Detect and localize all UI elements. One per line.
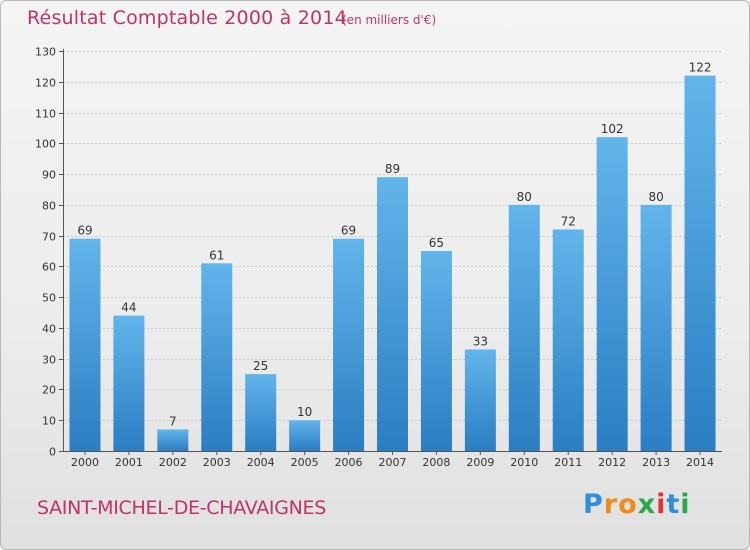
x-tick-label-2009: 2009	[466, 456, 494, 469]
y-tick-label: 10	[42, 415, 56, 428]
x-tick-label-2005: 2005	[291, 456, 319, 469]
y-tick-label: 70	[42, 231, 56, 244]
data-label-2003: 61	[209, 248, 224, 262]
logo-letter: P	[583, 489, 604, 520]
bars	[69, 75, 716, 451]
bar-2010	[508, 204, 540, 451]
x-tick-label-2008: 2008	[422, 456, 450, 469]
x-tick-label-2011: 2011	[554, 456, 582, 469]
axes: 0 10 20 30 40 50 60 70 80 90 100 110 120 130 2000 2001 2…	[35, 46, 722, 469]
y-tick-label: 40	[42, 323, 56, 336]
bar-2011	[552, 229, 584, 451]
bar-2012	[596, 137, 628, 451]
data-label-2007: 89	[385, 162, 400, 176]
data-label-2001: 44	[121, 301, 136, 315]
data-label-2002: 7	[169, 414, 177, 428]
bar-2005	[289, 420, 321, 451]
y-tick-label: 100	[35, 138, 56, 151]
x-tick-label-2004: 2004	[247, 456, 275, 469]
data-labels: 69 44 7 61 25 10 69 89 65 33 80 72 102 80 122	[77, 61, 711, 429]
bar-2008	[420, 251, 452, 451]
data-label-2011: 72	[561, 214, 576, 228]
x-tick-label-2012: 2012	[598, 456, 626, 469]
bar-2014	[684, 75, 716, 451]
data-label-2014: 122	[689, 61, 712, 75]
x-tick-label-2010: 2010	[510, 456, 538, 469]
logo-letter: x	[637, 489, 657, 520]
logo-letter: r	[603, 489, 619, 520]
bar-2000	[69, 238, 101, 451]
bar-2013	[640, 204, 672, 451]
bar-2007	[377, 177, 408, 451]
y-tick-label: 0	[49, 446, 56, 459]
y-tick-label: 130	[35, 46, 56, 59]
data-label-2013: 80	[648, 190, 663, 204]
y-tick-label: 120	[35, 77, 56, 90]
data-label-2008: 65	[429, 236, 444, 250]
y-tick-label: 50	[42, 292, 56, 305]
x-tick-label-2000: 2000	[71, 456, 99, 469]
y-tick-label: 80	[42, 200, 56, 213]
bar-2009	[464, 349, 496, 451]
data-label-2004: 25	[253, 359, 268, 373]
y-tick-label: 30	[42, 354, 56, 367]
data-label-2005: 10	[297, 405, 312, 419]
x-tick-label-2013: 2013	[642, 456, 670, 469]
chart-subtitle: (en milliers d'€)	[342, 13, 437, 27]
bar-2004	[245, 374, 277, 451]
data-label-2000: 69	[77, 224, 92, 238]
x-tick-label-2014: 2014	[686, 456, 714, 469]
logo-letter: o	[618, 489, 638, 520]
data-label-2006: 69	[341, 224, 356, 238]
x-tick-label-2006: 2006	[335, 456, 363, 469]
bar-2006	[333, 238, 365, 451]
logo-letter: i	[656, 489, 667, 520]
data-label-2012: 102	[601, 122, 624, 136]
commune-name: SAINT-MICHEL-DE-CHAVAIGNES	[37, 497, 327, 519]
logo-letter: i	[680, 489, 691, 520]
logo-letter: t	[666, 489, 681, 520]
bar-2002	[157, 429, 189, 451]
chart-title: Résultat Comptable 2000 à 2014	[27, 7, 347, 29]
y-tick-label: 110	[35, 108, 56, 121]
x-tick-label-2007: 2007	[379, 456, 407, 469]
proxiti-logo: Proxiti	[583, 489, 691, 520]
data-label-2010: 80	[517, 190, 532, 204]
y-tick-label: 20	[42, 384, 56, 397]
data-label-2009: 33	[473, 334, 488, 348]
x-tick-label-2003: 2003	[203, 456, 231, 469]
y-tick-label: 60	[42, 261, 56, 274]
y-tick-label: 90	[42, 169, 56, 182]
bar-2003	[201, 263, 233, 451]
bar-2001	[113, 315, 145, 451]
x-tick-label-2002: 2002	[159, 456, 187, 469]
x-tick-label-2001: 2001	[115, 456, 143, 469]
